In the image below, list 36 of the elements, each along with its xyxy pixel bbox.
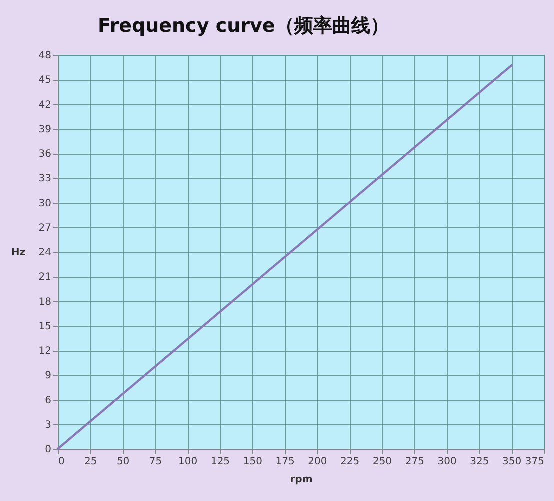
x-tick-label: 200 <box>308 456 328 468</box>
y-tick-label: 42 <box>38 100 52 111</box>
x-tick-label: 100 <box>178 456 198 468</box>
y-tick-label: 39 <box>38 124 52 136</box>
y-tick-label: 48 <box>38 50 52 62</box>
x-tick-label: 125 <box>210 456 230 468</box>
x-tick-label: 50 <box>116 456 130 468</box>
x-tick-label: 0 <box>58 456 65 468</box>
y-tick-label: 9 <box>45 370 52 382</box>
x-tick-label: 175 <box>276 456 295 468</box>
x-tick-label: 375 <box>525 456 544 468</box>
y-tick-label: 18 <box>38 296 52 308</box>
y-tick-label: 33 <box>38 174 52 185</box>
x-axis-title: rpm <box>290 474 313 486</box>
x-tick-label: 150 <box>243 456 262 468</box>
y-tick-label: 24 <box>38 248 52 258</box>
y-tick-label: 36 <box>38 149 52 160</box>
y-tick-label: 21 <box>38 272 52 284</box>
y-tick-label: 0 <box>45 444 52 456</box>
x-tick-label: 225 <box>340 456 360 468</box>
chart-title: Frequency curve（频率曲线） <box>98 15 390 37</box>
x-tick-label: 250 <box>372 456 392 468</box>
x-tick-label: 325 <box>470 456 490 468</box>
x-tick-label: 300 <box>438 456 457 468</box>
x-tick-label: 275 <box>405 456 424 468</box>
y-axis-title: Hz <box>11 248 26 258</box>
x-tick-label: 350 <box>502 456 522 468</box>
y-tick-label: 6 <box>45 395 52 406</box>
y-tick-label: 12 <box>38 346 52 357</box>
y-tick-label: 30 <box>38 198 52 210</box>
y-tick-label: 27 <box>38 222 52 234</box>
x-tick-label: 75 <box>149 456 162 468</box>
y-tick-label: 3 <box>45 420 52 431</box>
y-tick-label: 15 <box>38 321 52 332</box>
y-tick-label: 45 <box>38 75 52 86</box>
x-tick-label: 25 <box>84 456 98 468</box>
